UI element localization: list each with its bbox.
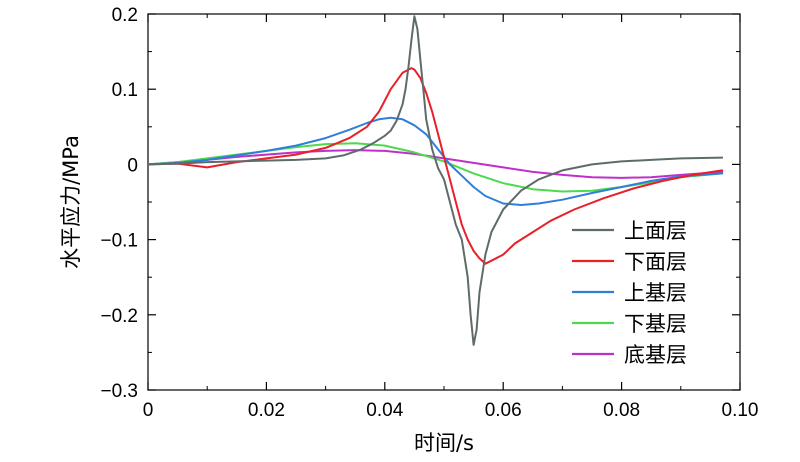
series-line-3 bbox=[147, 116, 724, 206]
x-axis-title: 时间/s bbox=[414, 431, 474, 455]
y-tick-label: −0.2 bbox=[100, 306, 138, 327]
x-tick-label: 0.06 bbox=[485, 400, 522, 421]
x-tick-label: 0.02 bbox=[248, 400, 285, 421]
y-axis-title: 水平应力/MPa bbox=[59, 135, 83, 269]
legend-label: 上基层 bbox=[624, 281, 687, 305]
series-line-1 bbox=[147, 15, 724, 346]
legend-label: 下面层 bbox=[624, 250, 687, 274]
legend-label: 下基层 bbox=[624, 312, 687, 336]
y-tick-label: 0.1 bbox=[112, 80, 138, 101]
y-tick-label: −0.3 bbox=[100, 381, 138, 402]
x-tick-label: 0.04 bbox=[366, 400, 403, 421]
tick-labels: 0.20.10−0.1−0.2−0.30 0.02 0.04 0.06 0.08 0.10 bbox=[100, 5, 758, 421]
axis-ticks bbox=[147, 13, 741, 391]
y-tick-label: 0 bbox=[127, 155, 138, 176]
y-tick-label: −0.1 bbox=[100, 231, 138, 252]
x-tick-label: 0 bbox=[143, 400, 154, 421]
x-tick-label: 0.08 bbox=[603, 400, 640, 421]
series-line-2 bbox=[147, 67, 724, 265]
series-lines bbox=[147, 15, 724, 346]
x-tick-label: 0.10 bbox=[722, 400, 759, 421]
legend-label: 上面层 bbox=[624, 219, 687, 243]
legend-label: 底基层 bbox=[624, 343, 687, 367]
y-tick-label: 0.2 bbox=[112, 5, 138, 26]
